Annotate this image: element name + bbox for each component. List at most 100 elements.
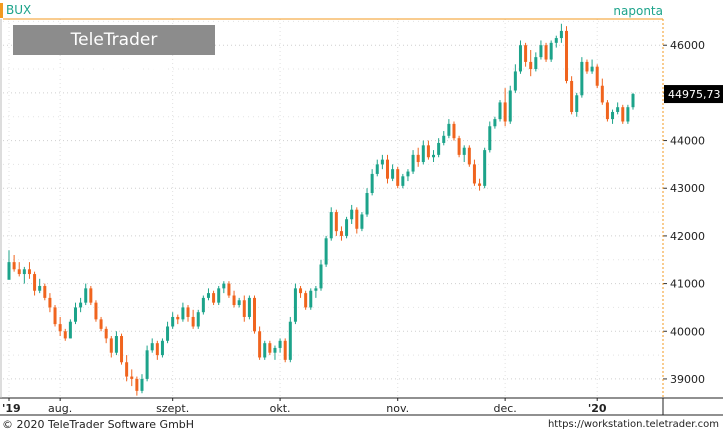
candle-body — [375, 164, 379, 174]
candles — [7, 23, 635, 396]
candle-body — [488, 126, 492, 151]
candle-body — [549, 42, 553, 60]
axes: 3900040000410004200043000440004500046000… — [0, 18, 723, 416]
candle-body — [253, 297, 257, 332]
candle-body — [575, 95, 579, 112]
candle-body — [201, 297, 205, 313]
candle-body — [140, 378, 144, 391]
y-tick-label: 43000 — [670, 182, 705, 195]
y-tick-label: 41000 — [670, 278, 705, 291]
candle-body — [166, 326, 170, 341]
candle-body — [426, 145, 430, 158]
candle-body — [478, 183, 482, 186]
candle-body — [483, 150, 487, 186]
candle-body — [304, 293, 308, 308]
x-tick-label: '20 — [588, 402, 607, 415]
candle-body — [585, 61, 589, 72]
candle-body — [63, 331, 67, 339]
candle-body — [605, 102, 609, 120]
candle-body — [539, 45, 543, 58]
candle-body — [27, 269, 31, 275]
candle-body — [176, 316, 180, 320]
candle-body — [130, 376, 134, 379]
candle-body — [314, 288, 318, 291]
candle-body — [309, 290, 313, 308]
candle-body — [12, 262, 16, 270]
candle-body — [293, 288, 297, 322]
candle-body — [513, 71, 517, 91]
candle-body — [94, 302, 98, 320]
candle-body — [462, 147, 466, 155]
candle-body — [68, 321, 72, 339]
candle-body — [58, 324, 62, 332]
candle-body — [554, 38, 558, 43]
candle-body — [452, 123, 456, 139]
candle-body — [196, 312, 200, 327]
x-tick-label: szept. — [156, 402, 189, 415]
candle-body — [247, 297, 251, 317]
candle-body — [145, 350, 149, 379]
candle-body — [227, 283, 231, 296]
candle-body — [89, 288, 93, 303]
symbol-marker — [0, 3, 3, 18]
candle-body — [38, 285, 42, 291]
candle-body — [472, 164, 476, 184]
y-tick-label: 39000 — [670, 373, 705, 386]
candle-body — [288, 321, 292, 360]
candle-body — [171, 316, 175, 327]
candle-body — [258, 331, 262, 358]
candle-body — [565, 30, 569, 81]
candle-body — [120, 336, 124, 363]
y-tick-label: 42000 — [670, 230, 705, 243]
candle-body — [53, 307, 57, 325]
candle-body — [411, 154, 415, 172]
candle-body — [334, 212, 338, 232]
candle-body — [559, 30, 563, 39]
candle-body — [447, 123, 451, 136]
candle-body — [160, 340, 164, 356]
candle-body — [79, 302, 83, 308]
candle-body — [329, 212, 333, 239]
candle-body — [370, 173, 374, 194]
frequency-label[interactable]: naponta — [613, 4, 663, 18]
candle-body — [99, 319, 103, 329]
candle-body — [621, 107, 625, 122]
candle-body — [135, 378, 139, 391]
candle-body — [518, 45, 522, 72]
candle-body — [416, 154, 420, 163]
candle-body — [595, 66, 599, 86]
candle-body — [237, 300, 241, 306]
candle-body — [339, 231, 343, 236]
x-tick-label: dec. — [493, 402, 516, 415]
candle-body — [534, 57, 538, 70]
candle-body — [232, 295, 236, 306]
candle-body — [22, 269, 26, 275]
candle-body — [212, 293, 216, 303]
candle-body — [380, 159, 384, 165]
candle-body — [457, 138, 461, 155]
candle-body — [114, 336, 118, 353]
plot-background — [3, 19, 663, 398]
candle-body — [217, 288, 221, 303]
candle-body — [155, 343, 159, 356]
candle-body — [350, 209, 354, 220]
y-tick-label: 40000 — [670, 325, 705, 338]
candle-body — [391, 169, 395, 179]
candle-body — [299, 288, 303, 294]
candle-body — [324, 238, 328, 265]
source-url[interactable]: https://workstation.teletrader.com — [547, 419, 719, 430]
candle-body — [109, 338, 113, 353]
candle-body — [442, 135, 446, 143]
candle-body — [432, 154, 436, 158]
candle-body — [467, 147, 471, 165]
candle-body — [48, 297, 52, 308]
candle-body — [222, 283, 226, 289]
candle-body — [406, 171, 410, 177]
watermark-product: WorkStation — [54, 60, 174, 80]
candle-body — [616, 107, 620, 112]
x-tick-label: okt. — [270, 402, 291, 415]
candle-body — [385, 159, 389, 179]
candle-body — [529, 61, 533, 70]
candle-body — [150, 343, 154, 351]
